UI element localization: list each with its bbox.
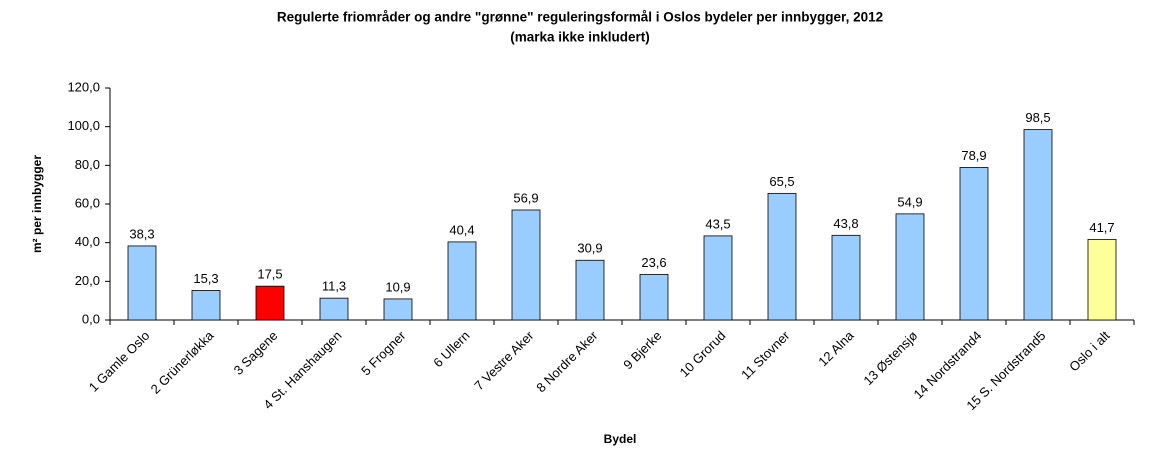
- x-tick-label: 14 Nordstrand4: [911, 328, 985, 402]
- y-tick-label: 60,0: [75, 195, 100, 210]
- bar: [639, 273, 669, 321]
- value-label: 17,5: [257, 267, 282, 282]
- value-label: 43,8: [833, 216, 858, 231]
- bar: [127, 245, 157, 321]
- bar: [895, 213, 925, 321]
- x-tick-label: 10 Grorud: [677, 328, 729, 380]
- x-tick-label: 5 Frogner: [358, 327, 409, 378]
- x-tick-label: 1 Gamle Oslo: [86, 328, 153, 395]
- value-label: 43,5: [705, 216, 730, 231]
- value-label: 30,9: [577, 241, 602, 256]
- x-tick-label: 8 Nordre Aker: [533, 327, 601, 395]
- value-label: 56,9: [513, 190, 538, 205]
- x-tick-label: Oslo i alt: [1066, 328, 1113, 375]
- value-label: 10,9: [385, 279, 410, 294]
- value-label: 40,4: [449, 222, 474, 237]
- x-tick-label: 7 Vestre Aker: [471, 327, 537, 393]
- x-tick-label: 9 Bjerke: [620, 328, 664, 372]
- value-label: 15,3: [193, 271, 218, 286]
- value-label: 78,9: [961, 148, 986, 163]
- y-tick-label: 0,0: [82, 311, 100, 326]
- x-tick-label: 13 Østensjø: [860, 328, 920, 388]
- value-label: 11,3: [322, 279, 346, 294]
- x-tick-label: 12 Alna: [815, 327, 857, 369]
- value-label: 54,9: [897, 194, 922, 209]
- y-tick-label: 100,0: [67, 118, 100, 133]
- bar: [831, 234, 861, 321]
- bar: [319, 297, 349, 321]
- y-tick-label: 120,0: [67, 79, 100, 94]
- y-tick-label: 20,0: [75, 273, 100, 288]
- x-tick-label: 6 Ullern: [430, 328, 472, 370]
- x-tick-label: 2 Grünerløkka: [148, 327, 217, 396]
- bar: [511, 209, 541, 321]
- bar: [191, 290, 221, 321]
- bar: [255, 285, 285, 321]
- y-tick-label: 80,0: [75, 157, 100, 172]
- bar: [767, 192, 797, 321]
- value-label: 38,3: [129, 226, 154, 241]
- value-label: 98,5: [1025, 110, 1050, 125]
- x-tick-label: 11 Stovner: [738, 327, 793, 382]
- value-label: 41,7: [1089, 220, 1114, 235]
- chart-subtitle: (marka ikke inkludert): [510, 30, 650, 45]
- bar: [447, 241, 477, 321]
- x-tick-label: 3 Sagene: [231, 328, 281, 378]
- value-label: 65,5: [769, 174, 794, 189]
- bar: [1087, 238, 1117, 321]
- y-tick-label: 40,0: [75, 234, 100, 249]
- bar: [1023, 129, 1053, 321]
- bar: [959, 167, 989, 321]
- value-label: 23,6: [641, 255, 666, 270]
- bar: [383, 298, 413, 321]
- bar: [575, 259, 605, 321]
- bar: [703, 235, 733, 321]
- x-axis-title: Bydel: [604, 432, 637, 446]
- y-axis-title: m² per innbygger: [30, 155, 44, 253]
- chart-title: Regulerte friområder og andre "grønne" r…: [277, 10, 883, 25]
